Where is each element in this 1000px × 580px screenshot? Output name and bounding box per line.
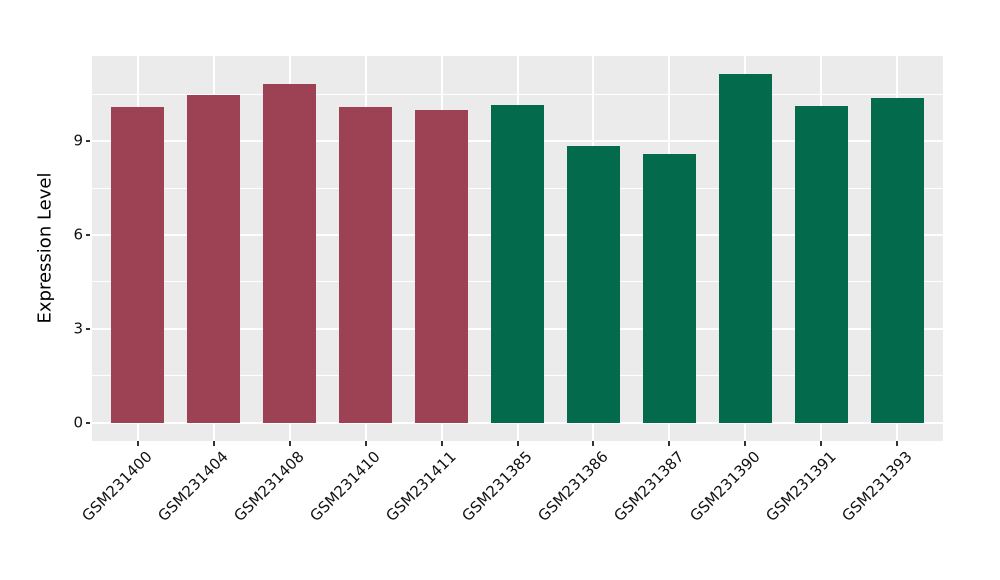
x-tick-mark [820, 441, 823, 446]
y-tick-label: 0 [73, 413, 83, 432]
x-tick-label-GSM231387: GSM231387 [610, 447, 688, 525]
x-tick-label-GSM231410: GSM231410 [306, 447, 384, 525]
y-tick-mark [86, 234, 90, 237]
x-tick-mark [136, 441, 139, 446]
y-tick-label: 3 [73, 319, 83, 338]
bar-GSM231393 [870, 98, 924, 423]
y-tick-label: 6 [73, 225, 83, 244]
bar-GSM231387 [642, 153, 697, 423]
x-tick-label-GSM231385: GSM231385 [458, 447, 536, 525]
x-tick-mark [212, 441, 215, 446]
y-tick-mark [86, 327, 90, 330]
x-tick-label-GSM231404: GSM231404 [154, 447, 232, 525]
y-tick-mark [86, 421, 90, 424]
x-tick-mark [592, 441, 595, 446]
bar-GSM231408 [262, 83, 317, 423]
y-tick-mark [86, 140, 90, 143]
bar-GSM231390 [718, 74, 773, 423]
x-tick-label-GSM231393: GSM231393 [838, 447, 916, 525]
x-tick-mark [668, 441, 671, 446]
x-tick-mark [744, 441, 747, 446]
x-tick-mark [440, 441, 443, 446]
x-tick-mark [288, 441, 291, 446]
x-tick-label-GSM231390: GSM231390 [686, 447, 764, 525]
y-axis-title: Expression Level [34, 172, 56, 324]
x-tick-label-GSM231391: GSM231391 [762, 447, 840, 525]
x-tick-label-GSM231386: GSM231386 [534, 447, 612, 525]
x-tick-mark [364, 441, 367, 446]
bar-GSM231386 [566, 145, 621, 423]
y-tick-label: 9 [73, 131, 83, 150]
x-tick-mark [896, 441, 899, 446]
bar-GSM231404 [186, 94, 241, 423]
plot-panel [92, 56, 943, 441]
x-tick-label-GSM231411: GSM231411 [382, 447, 460, 525]
x-tick-mark [516, 441, 519, 446]
x-tick-label-GSM231408: GSM231408 [230, 447, 308, 525]
bar-GSM231385 [490, 104, 545, 423]
bar-GSM231400 [110, 107, 165, 423]
bar-GSM231410 [338, 107, 393, 423]
bar-GSM231391 [794, 106, 849, 423]
x-tick-label-GSM231400: GSM231400 [78, 447, 156, 525]
bar-GSM231411 [414, 110, 469, 423]
